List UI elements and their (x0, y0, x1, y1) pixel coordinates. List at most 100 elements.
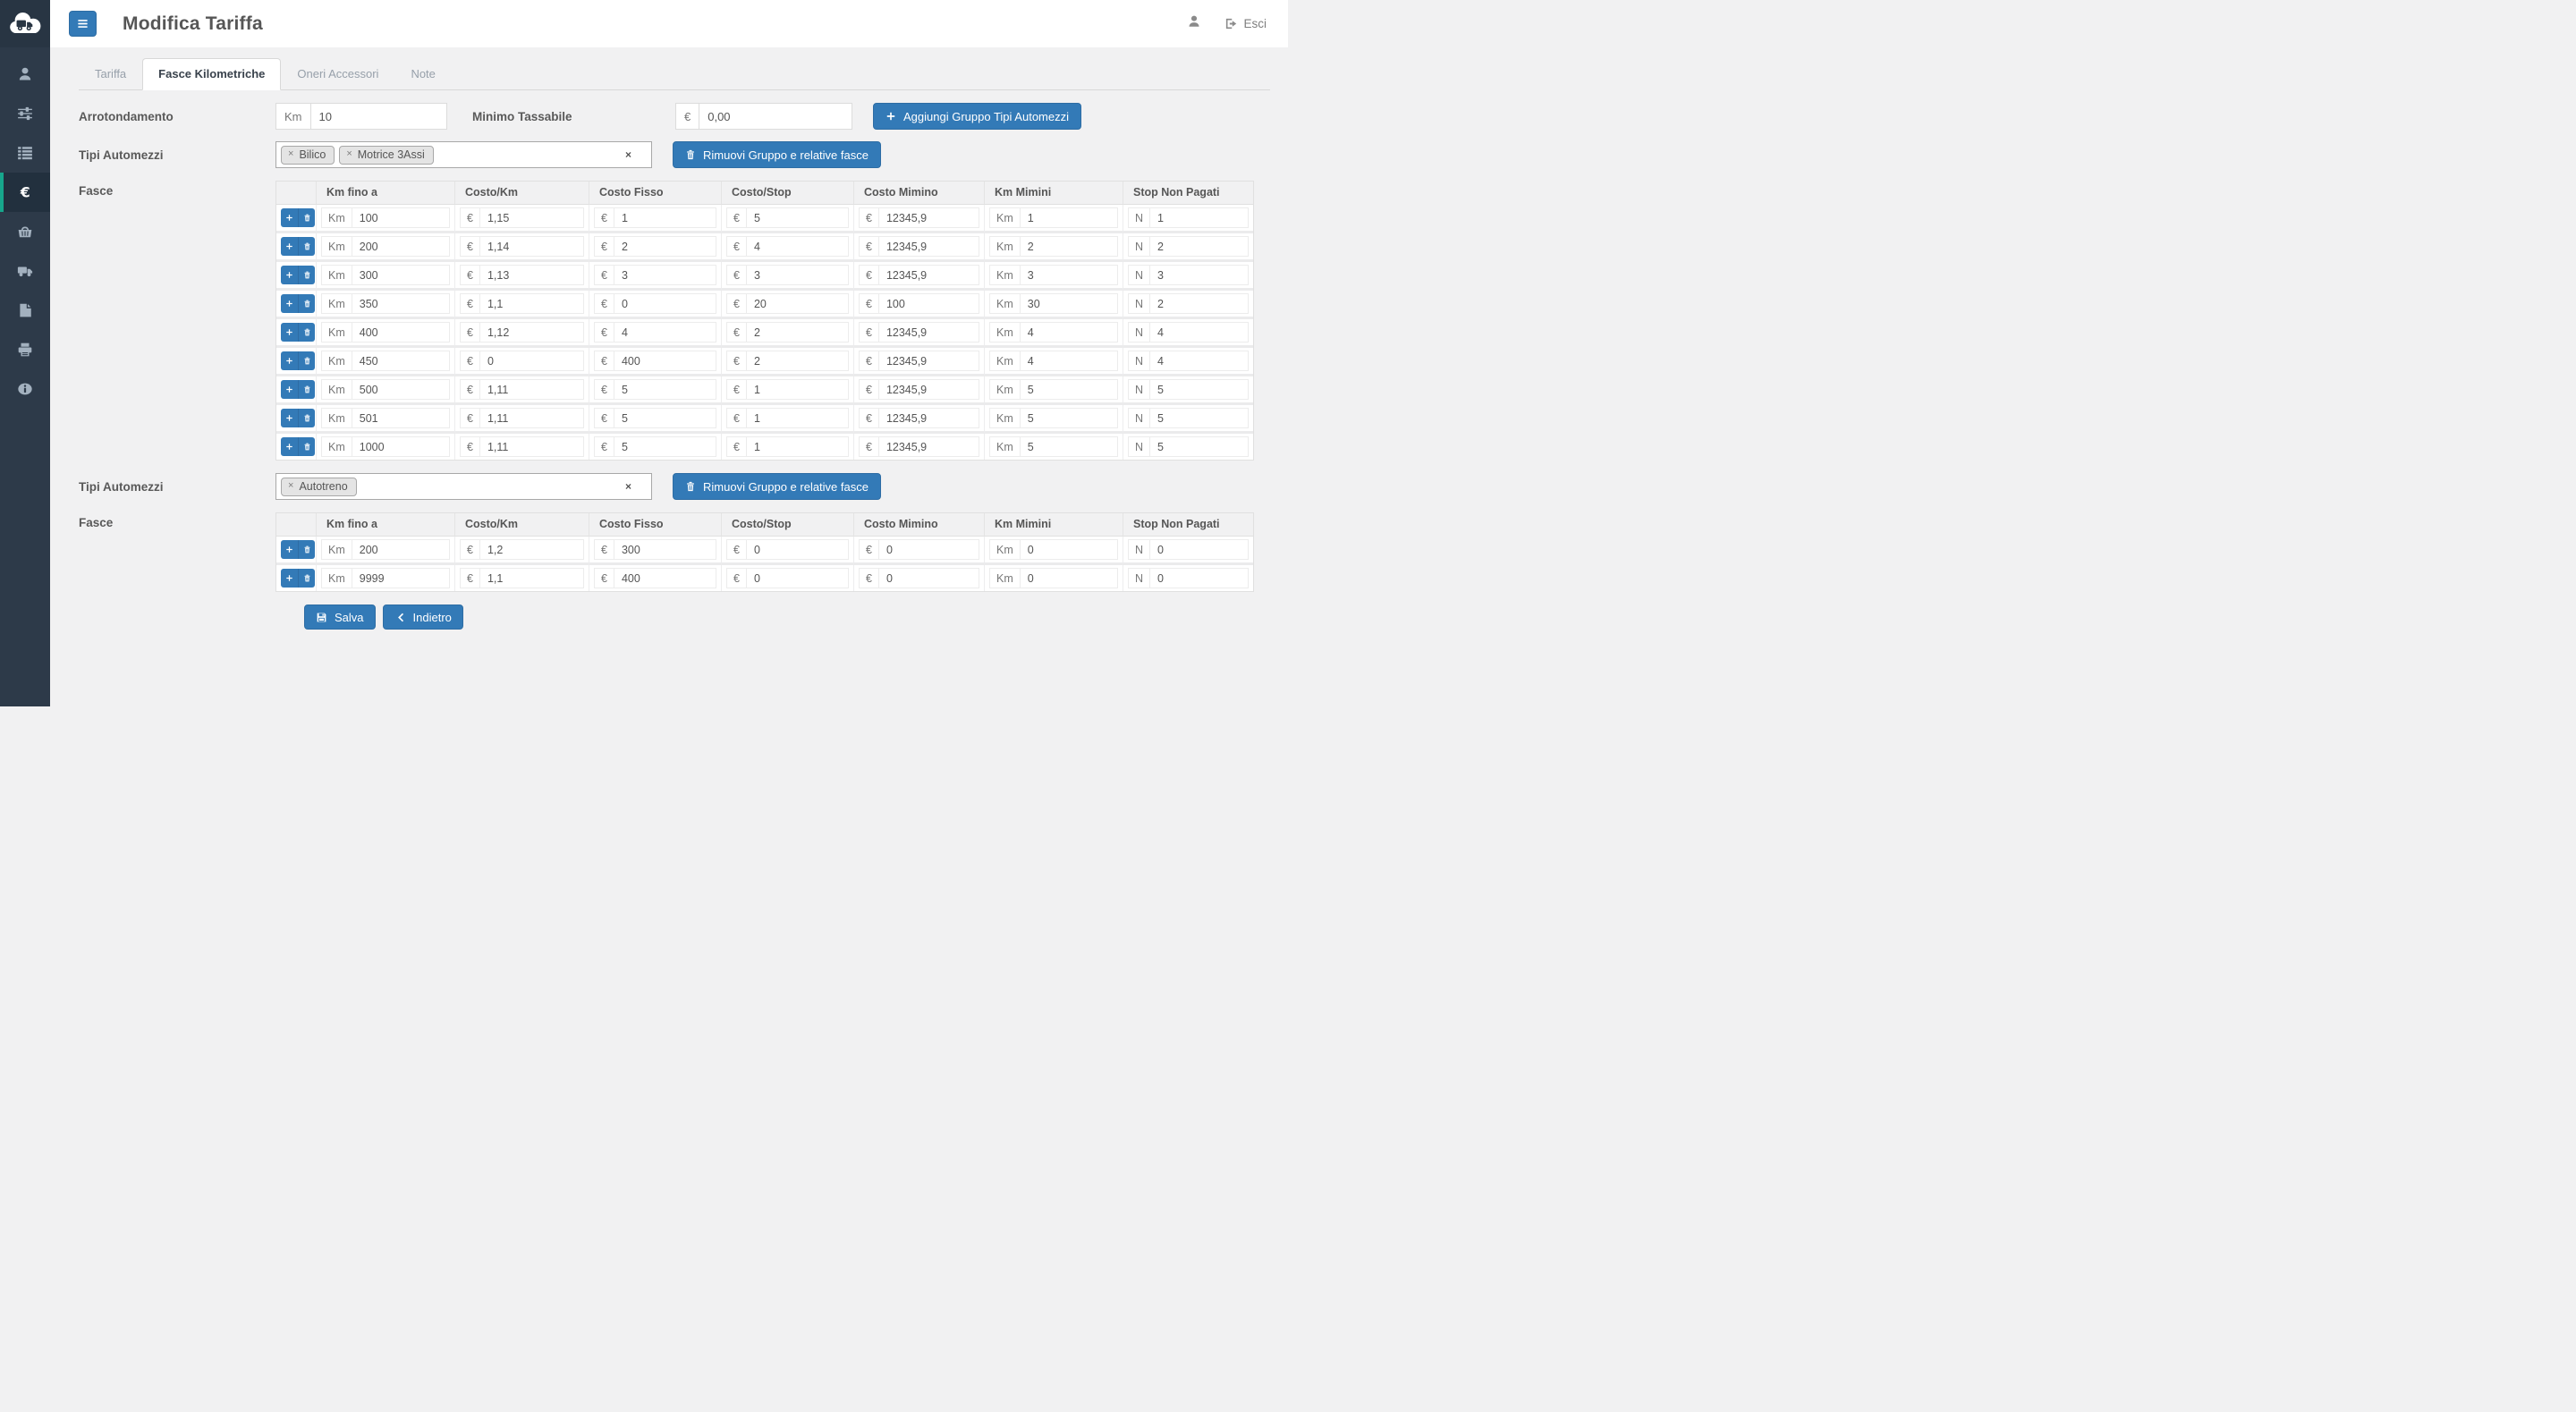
remove-group-button[interactable]: Rimuovi Gruppo e relative fasce (673, 141, 881, 168)
delete-row-button[interactable] (298, 294, 315, 313)
delete-row-button[interactable] (298, 540, 315, 559)
km-mimini-input[interactable] (1020, 237, 1117, 256)
km-mimini-input[interactable] (1020, 294, 1117, 313)
sidebar-item-document[interactable] (0, 291, 50, 330)
km-mimini-input[interactable] (1020, 569, 1117, 588)
logout-link[interactable]: Esci (1224, 17, 1267, 30)
stop-non-pagati-input[interactable] (1150, 208, 1248, 227)
add-group-button[interactable]: Aggiungi Gruppo Tipi Automezzi (873, 103, 1081, 130)
delete-row-button[interactable] (298, 380, 315, 399)
costo-fisso-input[interactable] (614, 569, 716, 588)
sidebar-item-basket[interactable] (0, 212, 50, 251)
costo-stop-input[interactable] (746, 351, 848, 370)
costo-km-input[interactable] (479, 569, 583, 588)
sidebar-item-euro[interactable]: € (0, 173, 50, 212)
costo-km-input[interactable] (479, 409, 583, 427)
costo-fisso-input[interactable] (614, 294, 716, 313)
costo-stop-input[interactable] (746, 569, 848, 588)
costo-mimino-input[interactable] (878, 437, 979, 456)
costo-fisso-input[interactable] (614, 266, 716, 284)
menu-toggle-button[interactable] (69, 11, 97, 37)
sidebar-item-printer[interactable] (0, 330, 50, 369)
km-mimini-input[interactable] (1020, 266, 1117, 284)
km-mimini-input[interactable] (1020, 323, 1117, 342)
delete-row-button[interactable] (298, 437, 315, 456)
add-row-button[interactable] (281, 323, 298, 342)
back-button[interactable]: Indietro (382, 605, 463, 630)
costo-km-input[interactable] (479, 294, 583, 313)
costo-fisso-input[interactable] (614, 351, 716, 370)
tab-note[interactable]: Note (411, 67, 436, 80)
costo-fisso-input[interactable] (614, 323, 716, 342)
costo-stop-input[interactable] (746, 323, 848, 342)
costo-stop-input[interactable] (746, 266, 848, 284)
costo-km-input[interactable] (479, 540, 583, 559)
costo-stop-input[interactable] (746, 409, 848, 427)
tag-remove-icon[interactable]: × (288, 148, 294, 159)
km-fino-a-input[interactable] (352, 409, 449, 427)
delete-row-button[interactable] (298, 237, 315, 256)
costo-mimino-input[interactable] (878, 323, 979, 342)
costo-stop-input[interactable] (746, 294, 848, 313)
tab-fasce-kilometriche[interactable]: Fasce Kilometriche (142, 58, 282, 90)
costo-km-input[interactable] (479, 237, 583, 256)
tipi-automezzi-multiselect[interactable]: × Autotreno × (275, 473, 652, 500)
add-row-button[interactable] (281, 540, 298, 559)
tag-remove-icon[interactable]: × (288, 480, 294, 491)
arrotondamento-input[interactable] (310, 104, 446, 129)
costo-fisso-input[interactable] (614, 380, 716, 399)
km-mimini-input[interactable] (1020, 409, 1117, 427)
km-mimini-input[interactable] (1020, 437, 1117, 456)
add-row-button[interactable] (281, 569, 298, 588)
km-mimini-input[interactable] (1020, 208, 1117, 227)
add-row-button[interactable] (281, 294, 298, 313)
multiselect-clear-icon[interactable]: × (624, 480, 631, 493)
stop-non-pagati-input[interactable] (1150, 351, 1248, 370)
vehicle-type-tag[interactable]: × Bilico (281, 145, 335, 165)
costo-fisso-input[interactable] (614, 208, 716, 227)
stop-non-pagati-input[interactable] (1150, 266, 1248, 284)
costo-stop-input[interactable] (746, 237, 848, 256)
delete-row-button[interactable] (298, 351, 315, 370)
user-menu-button[interactable] (1187, 14, 1201, 33)
costo-mimino-input[interactable] (878, 409, 979, 427)
tab-oneri-accessori[interactable]: Oneri Accessori (297, 67, 379, 80)
delete-row-button[interactable] (298, 323, 315, 342)
stop-non-pagati-input[interactable] (1150, 323, 1248, 342)
costo-km-input[interactable] (479, 437, 583, 456)
km-fino-a-input[interactable] (352, 351, 449, 370)
km-fino-a-input[interactable] (352, 266, 449, 284)
tipi-automezzi-multiselect[interactable]: × Bilico × Motrice 3Assi × (275, 141, 652, 168)
sidebar-item-user[interactable] (0, 55, 50, 94)
add-row-button[interactable] (281, 237, 298, 256)
sidebar-item-truck[interactable] (0, 251, 50, 291)
app-logo[interactable] (0, 0, 50, 47)
costo-mimino-input[interactable] (878, 569, 979, 588)
costo-mimino-input[interactable] (878, 237, 979, 256)
costo-fisso-input[interactable] (614, 437, 716, 456)
delete-row-button[interactable] (298, 569, 315, 588)
costo-km-input[interactable] (479, 323, 583, 342)
vehicle-type-tag[interactable]: × Autotreno (281, 477, 357, 496)
stop-non-pagati-input[interactable] (1150, 540, 1248, 559)
add-row-button[interactable] (281, 409, 298, 427)
add-row-button[interactable] (281, 208, 298, 227)
km-fino-a-input[interactable] (352, 380, 449, 399)
costo-mimino-input[interactable] (878, 380, 979, 399)
add-row-button[interactable] (281, 266, 298, 284)
stop-non-pagati-input[interactable] (1150, 294, 1248, 313)
stop-non-pagati-input[interactable] (1150, 569, 1248, 588)
multiselect-clear-icon[interactable]: × (624, 148, 631, 161)
costo-km-input[interactable] (479, 266, 583, 284)
vehicle-type-tag[interactable]: × Motrice 3Assi (339, 145, 434, 165)
km-mimini-input[interactable] (1020, 540, 1117, 559)
km-fino-a-input[interactable] (352, 540, 449, 559)
costo-stop-input[interactable] (746, 380, 848, 399)
add-row-button[interactable] (281, 380, 298, 399)
sidebar-item-sliders[interactable] (0, 94, 50, 133)
costo-stop-input[interactable] (746, 540, 848, 559)
costo-mimino-input[interactable] (878, 266, 979, 284)
costo-mimino-input[interactable] (878, 294, 979, 313)
delete-row-button[interactable] (298, 266, 315, 284)
stop-non-pagati-input[interactable] (1150, 380, 1248, 399)
